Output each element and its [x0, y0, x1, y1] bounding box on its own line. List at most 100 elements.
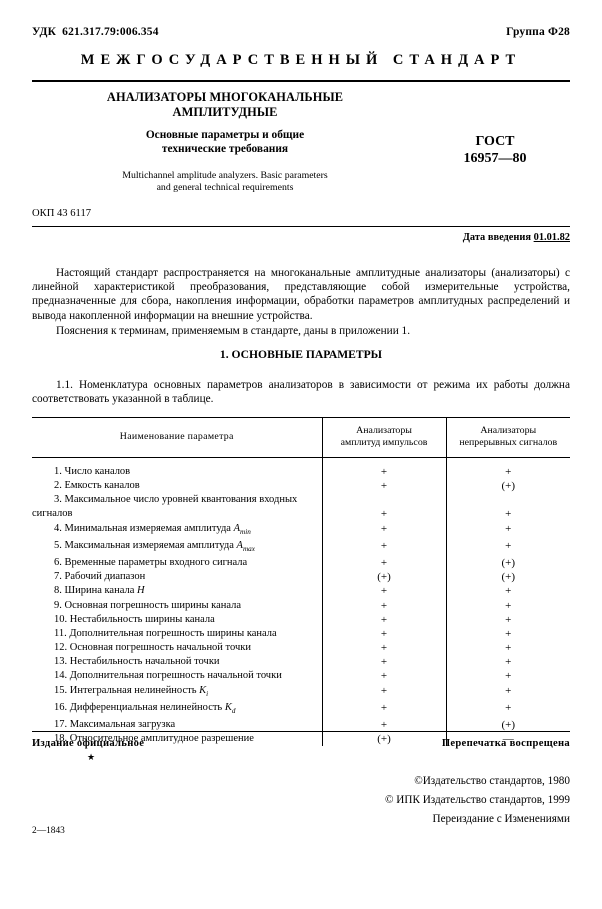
introduction-date-label: Дата введения	[462, 232, 532, 243]
table-row: 15. Интегральная нелинейность Ki + +	[32, 683, 570, 701]
mark-value: +	[380, 557, 388, 570]
table-cell-pulse-analyzers: +	[321, 626, 446, 642]
standard-band-title: МЕЖГОСУДАРСТВЕННЫЙ СТАНДАРТ	[80, 52, 522, 68]
section-heading: 1. ОСНОВНЫЕ ПАРАМЕТРЫ	[219, 348, 383, 361]
mark-value: +	[505, 613, 512, 626]
table-cell-pulse-analyzers: (+)	[321, 732, 446, 747]
parameter-name-text: 18. Относительное амплитудное разрешение	[54, 733, 254, 745]
gost-label: ГОСТ	[475, 134, 515, 149]
table-cell-continuous-analyzers: —	[445, 732, 570, 747]
table-cell-parameter-name: 1. Число каналов	[32, 458, 322, 480]
parameter-name-text: 11. Дополнительная погрешность ширины ка…	[54, 627, 277, 639]
table-cell-continuous-analyzers: +	[445, 669, 570, 684]
table-row: 2. Емкость каналов + (+)	[32, 479, 570, 494]
parameters-table-head: Наименование параметра Анализаторы ампли…	[32, 418, 570, 458]
reissue-line: Переиздание с Изменениями	[432, 813, 571, 825]
parameters-table-body: 1. Число каналов + +2. Емкость каналов + (+)…	[32, 457, 570, 747]
table-header-pulse-line2: амплитуд импульсов	[340, 437, 428, 448]
footer-divider-rule	[32, 731, 570, 732]
parameter-name-text: 7. Рабочий диапазон	[54, 571, 146, 583]
document-title-english-line1: Multichannel amplitude analyzers. Basic …	[122, 170, 328, 181]
udk-value: 621.317.79:006.354	[62, 26, 159, 38]
parameter-name-text: 13. Нестабильность начальной точки	[54, 656, 220, 668]
okp-divider-rule	[32, 226, 570, 227]
table-row: 13. Нестабильность начальной точки + +	[32, 655, 570, 670]
parameter-symbol-subscript: min	[240, 527, 251, 536]
parameter-name-text: 17. Максимальная загрузка	[54, 719, 176, 731]
parameter-symbol: H	[137, 585, 145, 597]
table-cell-continuous-analyzers: (+)	[445, 570, 570, 585]
mark-value: (+)	[501, 480, 516, 493]
mark-value: +	[380, 701, 388, 714]
mark-value: +	[380, 599, 388, 612]
table-cell-parameter-name: 17. Максимальная загрузка	[32, 718, 322, 732]
table-cell-continuous-analyzers: (+)	[445, 718, 570, 733]
table-cell-continuous-analyzers: +	[445, 538, 570, 557]
introduction-date-value: 01.01.82	[533, 232, 570, 243]
parameters-table: Наименование параметра Анализаторы ампли…	[32, 418, 570, 747]
table-cell-parameter-name: 8. Ширина канала H	[32, 584, 322, 598]
table-cell-continuous-analyzers: +	[445, 521, 570, 539]
mark-value: +	[380, 684, 388, 697]
table-row: 6. Временные параметры входного сигнала +…	[32, 556, 570, 571]
mark-value: +	[380, 627, 388, 640]
mark-value: +	[380, 642, 388, 655]
parameter-name-text: 16. Дифференциальная нелинейность Kd	[54, 701, 236, 715]
document-subtitle: Основные параметры и общие технические т…	[60, 128, 390, 156]
table-cell-continuous-analyzers: +	[445, 641, 570, 656]
table-cell-pulse-analyzers: +	[321, 641, 446, 656]
mark-value: +	[505, 684, 512, 697]
table-cell-parameter-name: 2. Емкость каналов	[32, 479, 322, 493]
table-cell-pulse-analyzers: +	[321, 612, 446, 627]
table-cell-pulse-analyzers: +	[321, 584, 446, 599]
table-cell-parameter-name: 13. Нестабильность начальной точки	[32, 655, 322, 669]
table-row: 14. Дополнительная погрешность начальной…	[32, 669, 570, 684]
copyright-line-2: © ИПК Издательство стандартов, 1999	[384, 794, 570, 806]
header-divider-rule	[32, 80, 570, 82]
copyright-block: ©Издательство стандартов, 1980 © ИПК Изд…	[385, 772, 570, 829]
table-cell-pulse-analyzers: +	[321, 479, 446, 494]
mark-value: +	[380, 522, 388, 535]
table-cell-pulse-analyzers: +	[321, 683, 446, 701]
parameter-symbol-subscript: max	[242, 544, 255, 553]
mark-value: (+)	[377, 571, 391, 584]
table-cell-parameter-name: 6. Временные параметры входного сигнала	[32, 556, 322, 570]
mark-value: +	[505, 585, 512, 598]
star-icon: ★	[86, 752, 96, 762]
table-cell-parameter-name: 3. Максимальное число уровней квантовани…	[32, 493, 322, 521]
table-row: 5. Максимальная измеряемая амплитуда Ama…	[32, 538, 570, 557]
table-row: 11. Дополнительная погрешность ширины ка…	[32, 626, 570, 642]
official-edition-label: Издание официальное	[32, 738, 145, 749]
table-cell-continuous-analyzers: +	[445, 612, 570, 627]
table-cell-parameter-name: 9. Основная погрешность ширины канала	[32, 599, 322, 613]
page-signature: 2—1843	[32, 826, 65, 836]
table-cell-parameter-name: 18. Относительное амплитудное разрешение	[32, 732, 322, 746]
parameters-table-container: Наименование параметра Анализаторы ампли…	[32, 417, 570, 747]
table-cell-continuous-analyzers: +	[445, 655, 570, 670]
mark-value: +	[380, 539, 388, 552]
table-header-continuous-analyzers: Анализаторы непрерывных сигналов	[445, 418, 570, 458]
table-cell-parameter-name: 16. Дифференциальная нелинейность Kd	[32, 701, 322, 718]
table-cell-pulse-analyzers: +	[321, 521, 446, 539]
group-code: Группа Ф28	[506, 26, 570, 38]
udk-code: УДК 621.317.79:006.354	[32, 26, 159, 38]
mark-value: +	[380, 585, 388, 598]
table-cell-continuous-analyzers: +	[445, 683, 570, 701]
mark-value: +	[505, 627, 512, 640]
table-cell-pulse-analyzers: +	[321, 556, 446, 571]
document-subtitle-line1: Основные параметры и общие	[145, 129, 305, 141]
mark-value: +	[505, 522, 512, 535]
table-cell-continuous-analyzers: +	[445, 626, 570, 642]
table-cell-continuous-analyzers: +	[445, 457, 570, 480]
table-header-parameter-name: Наименование параметра	[32, 418, 322, 458]
document-title-english-line2: and general technical requirements	[156, 182, 294, 193]
mark-value: +	[505, 701, 512, 714]
mark-value: (+)	[377, 733, 391, 746]
table-header-row: Наименование параметра Анализаторы ампли…	[32, 418, 570, 458]
introduction-date: Дата введения 01.01.82	[463, 232, 570, 243]
mark-value: +	[505, 539, 512, 552]
parameter-symbol-subscript: d	[231, 706, 236, 715]
table-cell-parameter-name: 14. Дополнительная погрешность начальной…	[32, 669, 322, 683]
parameter-symbol-subscript: i	[206, 689, 209, 698]
table-cell-continuous-analyzers: (+)	[445, 556, 570, 571]
